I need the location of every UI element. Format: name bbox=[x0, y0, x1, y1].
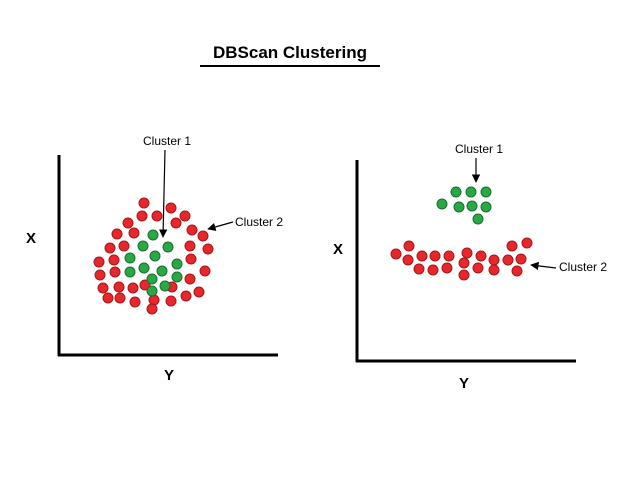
cluster2-point bbox=[184, 273, 196, 285]
left-plot: X Y Cluster 1 Cluster 2 bbox=[26, 134, 283, 384]
cluster2-point bbox=[427, 264, 439, 276]
cluster2-point bbox=[429, 250, 441, 262]
cluster1-point bbox=[465, 186, 477, 198]
page-title: DBScan Clustering bbox=[213, 43, 367, 62]
cluster2-point bbox=[148, 294, 160, 306]
left-y-axis-label: X bbox=[26, 230, 36, 247]
cluster2-point bbox=[441, 262, 453, 274]
cluster2-point bbox=[127, 282, 139, 294]
cluster1-point bbox=[480, 201, 492, 213]
left-cluster2-arrow bbox=[207, 221, 234, 232]
cluster1-point bbox=[138, 262, 150, 274]
cluster2-point bbox=[108, 254, 120, 266]
right-cluster2-label: Cluster 2 bbox=[559, 260, 607, 274]
cluster2-point bbox=[122, 217, 134, 229]
cluster2-point bbox=[97, 282, 109, 294]
cluster2-point bbox=[170, 217, 182, 229]
cluster2-point bbox=[521, 237, 533, 249]
cluster2-point bbox=[390, 248, 402, 260]
cluster2-point bbox=[199, 265, 211, 277]
right-points bbox=[390, 186, 533, 281]
cluster2-point bbox=[197, 230, 209, 242]
cluster1-point bbox=[124, 252, 136, 264]
right-cluster2-arrow bbox=[530, 261, 557, 271]
cluster2-point bbox=[402, 254, 414, 266]
cluster1-point bbox=[124, 266, 136, 278]
cluster2-point bbox=[165, 202, 177, 214]
left-x-axis-label: Y bbox=[164, 367, 174, 384]
cluster2-point bbox=[184, 240, 196, 252]
cluster2-point bbox=[111, 228, 123, 240]
cluster2-point bbox=[93, 256, 105, 268]
right-plot: X Y Cluster 1 Cluster 2 bbox=[333, 142, 607, 392]
right-x-axis-label: Y bbox=[459, 375, 469, 392]
cluster1-point bbox=[149, 250, 161, 262]
cluster2-point bbox=[109, 266, 121, 278]
left-points bbox=[93, 197, 214, 315]
cluster2-point bbox=[128, 227, 140, 239]
cluster2-point bbox=[151, 210, 163, 222]
cluster2-point bbox=[146, 303, 158, 315]
left-cluster2-label: Cluster 2 bbox=[235, 215, 283, 229]
cluster1-point bbox=[159, 280, 171, 292]
cluster2-point bbox=[488, 254, 500, 266]
cluster2-point bbox=[138, 197, 150, 209]
cluster2-point bbox=[461, 247, 473, 259]
cluster2-point bbox=[179, 210, 191, 222]
cluster2-point bbox=[458, 257, 470, 269]
cluster2-point bbox=[506, 240, 518, 252]
right-y-axis-label: X bbox=[333, 241, 343, 258]
cluster1-point bbox=[156, 265, 168, 277]
cluster2-point bbox=[458, 269, 470, 281]
cluster2-point bbox=[443, 250, 455, 262]
cluster2-point bbox=[488, 264, 500, 276]
cluster1-point bbox=[137, 240, 149, 252]
cluster2-point bbox=[413, 263, 425, 275]
cluster1-point bbox=[480, 186, 492, 198]
cluster2-point bbox=[511, 265, 523, 277]
cluster2-point bbox=[94, 269, 106, 281]
cluster1-point bbox=[436, 198, 448, 210]
cluster1-point bbox=[453, 201, 465, 213]
cluster2-point bbox=[102, 292, 114, 304]
cluster2-point bbox=[180, 290, 192, 302]
cluster2-point bbox=[165, 295, 177, 307]
cluster1-point bbox=[472, 213, 484, 225]
left-cluster1-label: Cluster 1 bbox=[143, 134, 191, 148]
cluster2-point bbox=[136, 210, 148, 222]
cluster1-point bbox=[146, 273, 158, 285]
cluster2-point bbox=[139, 279, 151, 291]
cluster1-point bbox=[146, 285, 158, 297]
left-cluster1-arrow bbox=[158, 149, 168, 238]
cluster1-point bbox=[466, 200, 478, 212]
cluster2-point bbox=[118, 240, 130, 252]
cluster2-point bbox=[129, 296, 141, 308]
cluster2-point bbox=[472, 262, 484, 274]
cluster2-point bbox=[193, 286, 205, 298]
cluster2-point bbox=[502, 254, 514, 266]
cluster1-point bbox=[147, 229, 159, 241]
cluster2-point bbox=[202, 243, 214, 255]
cluster1-point bbox=[171, 258, 183, 270]
cluster2-point bbox=[185, 253, 197, 265]
cluster2-point bbox=[475, 250, 487, 262]
cluster2-point bbox=[113, 281, 125, 293]
cluster1-point bbox=[450, 186, 462, 198]
cluster2-point bbox=[186, 224, 198, 236]
right-cluster1-label: Cluster 1 bbox=[455, 142, 503, 156]
cluster2-point bbox=[403, 240, 415, 252]
cluster1-point bbox=[162, 241, 174, 253]
cluster2-point bbox=[114, 292, 126, 304]
cluster1-point bbox=[171, 271, 183, 283]
cluster2-point bbox=[416, 250, 428, 262]
cluster2-point bbox=[104, 242, 116, 254]
cluster2-point bbox=[515, 253, 527, 265]
